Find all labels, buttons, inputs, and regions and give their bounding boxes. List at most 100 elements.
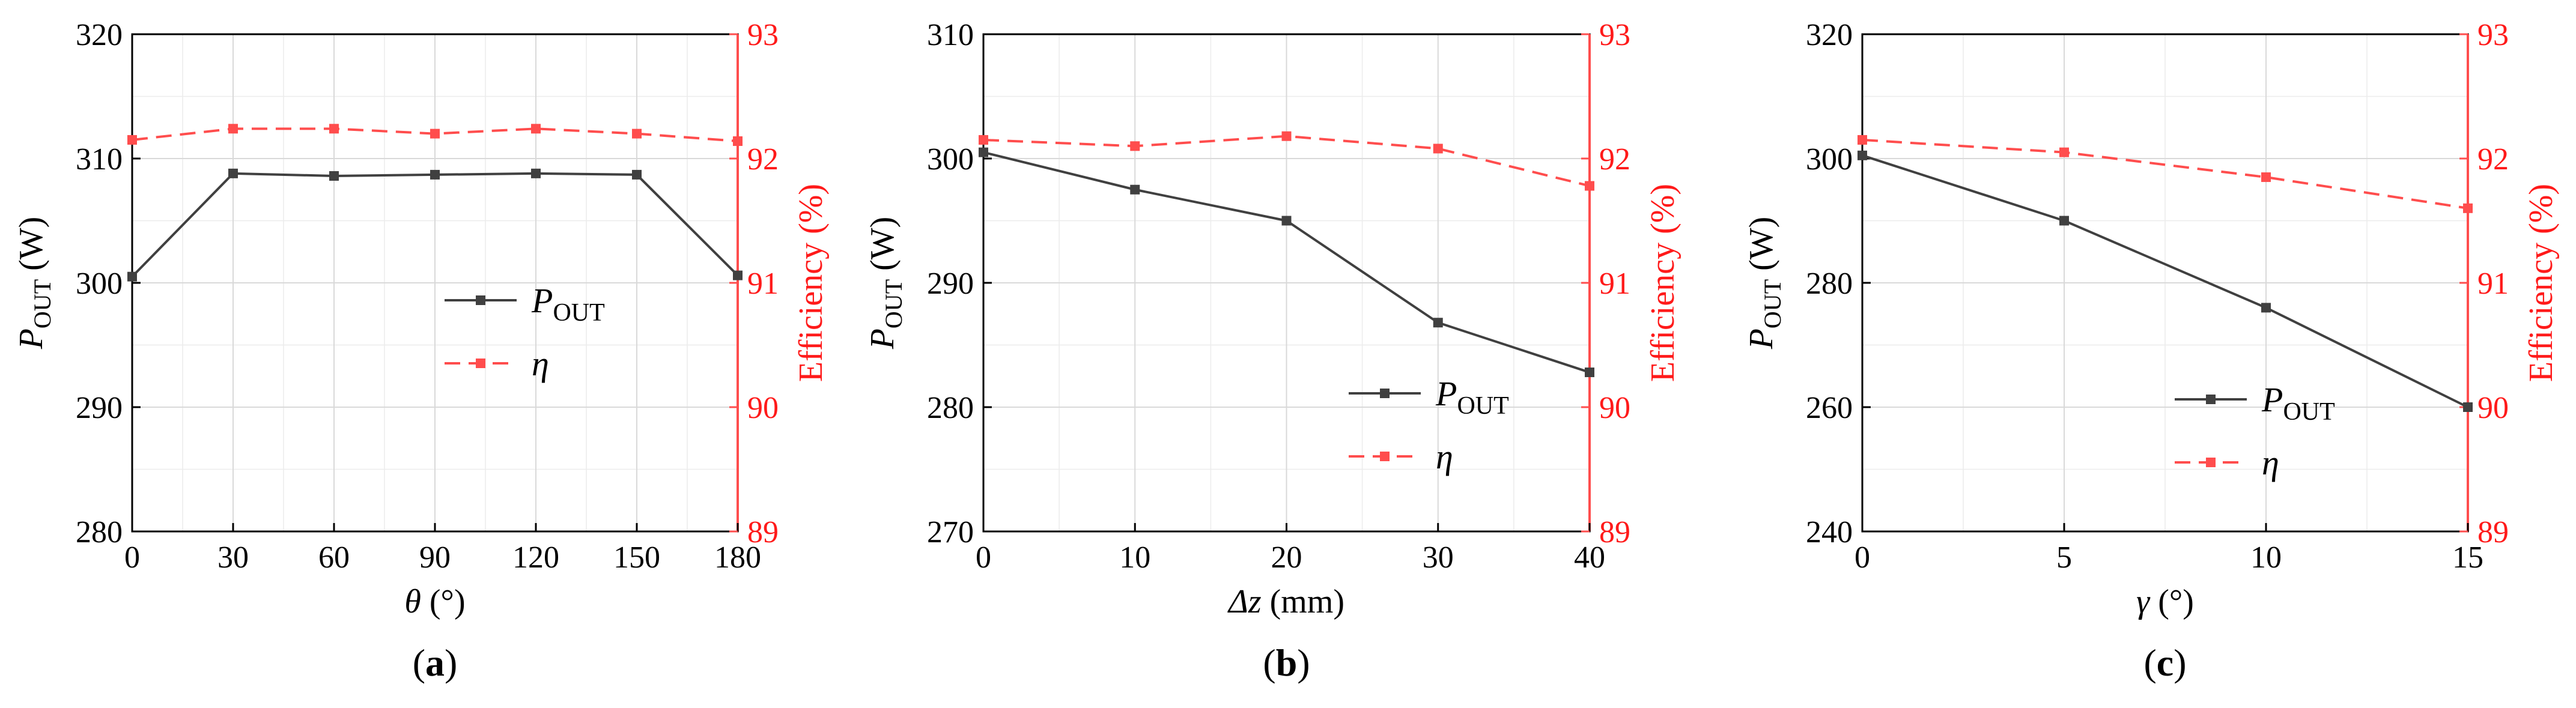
data-point	[430, 169, 440, 180]
y-left-tick-label: 270	[927, 515, 974, 549]
y-right-tick-label: 90	[747, 391, 779, 425]
x-tick-label: 30	[217, 540, 249, 575]
x-tick-label: 20	[1271, 540, 1302, 575]
x-axis-title: θ (°)	[404, 583, 465, 620]
y-right-axis-title: Efficiency (%)	[2523, 184, 2560, 382]
data-point	[329, 171, 339, 181]
legend-label: η	[2262, 443, 2279, 482]
data-point	[1433, 318, 1443, 328]
x-tick-label: 150	[613, 540, 660, 575]
data-point	[1585, 181, 1594, 191]
y-left-tick-label: 240	[1806, 515, 1853, 549]
x-tick-label: 0	[976, 540, 991, 575]
y-right-axis-title: Efficiency (%)	[1644, 184, 1681, 382]
legend-label: POUT	[531, 281, 605, 327]
x-tick-label: 120	[512, 540, 559, 575]
grid	[983, 34, 1590, 531]
x-axis-title: Δz (mm)	[1227, 583, 1344, 620]
data-point	[1130, 141, 1140, 151]
data-point	[430, 129, 440, 139]
y-left-axis-title: POUT (W)	[864, 217, 907, 350]
grid	[1862, 34, 2468, 531]
y-left-axis-title: POUT (W)	[1743, 217, 1786, 350]
data-point	[733, 136, 743, 147]
y-right-tick-label: 91	[1599, 267, 1630, 301]
y-right-axis-title: Efficiency (%)	[792, 184, 830, 382]
y-right-tick-label: 90	[1599, 391, 1630, 425]
x-tick-label: 40	[1574, 540, 1605, 575]
data-point	[2463, 203, 2473, 213]
legend: POUT η	[445, 281, 605, 383]
x-tick-label: 0	[1855, 540, 1870, 575]
chart-panel-2: 0 10 20 30 40 270 280 290 300 310 89 90 91 92 93 Δz (mm…	[864, 18, 1681, 684]
x-axis-title: γ (°)	[2136, 583, 2194, 620]
legend: POUT η	[1349, 374, 1509, 476]
data-point	[531, 168, 541, 178]
y-left-tick-label: 300	[1806, 142, 1853, 177]
x-tick-label: 90	[419, 540, 451, 575]
y-right-tick-label: 92	[747, 142, 779, 177]
grid	[132, 34, 738, 531]
x-tick-label: 15	[2452, 540, 2483, 575]
y-left-tick-label: 260	[1806, 391, 1853, 425]
y-left-tick-label: 310	[927, 18, 974, 52]
legend-label: η	[532, 344, 549, 383]
y-left-tick-label: 290	[76, 391, 123, 425]
legend-marker	[1380, 452, 1390, 461]
data-point	[2261, 172, 2271, 183]
legend-marker	[476, 359, 485, 368]
data-point	[979, 135, 988, 145]
data-point	[1281, 131, 1292, 141]
data-point	[632, 129, 642, 139]
x-tick-label: 0	[124, 540, 140, 575]
y-left-axis-title: POUT (W)	[13, 217, 56, 350]
y-left-tick-label: 280	[1806, 267, 1853, 301]
data-point	[2463, 402, 2473, 412]
y-left-tick-label: 310	[76, 142, 123, 177]
data-point	[531, 124, 541, 134]
data-point	[2261, 303, 2271, 313]
panel-label: (c)	[2143, 641, 2186, 684]
data-point	[1130, 184, 1140, 195]
legend-marker	[1380, 389, 1390, 398]
data-point	[1585, 368, 1594, 378]
panel-label: (b)	[1263, 641, 1310, 684]
x-tick-label: 10	[2250, 540, 2282, 575]
data-point	[1433, 144, 1443, 154]
legend-marker	[476, 295, 485, 305]
y-right-tick-label: 92	[2477, 142, 2509, 177]
data-point	[1281, 216, 1292, 226]
x-tick-label: 60	[318, 540, 350, 575]
y-right-tick-label: 93	[1599, 18, 1630, 52]
panel-label: (a)	[413, 641, 458, 684]
y-right-tick-label: 91	[747, 267, 779, 301]
data-point	[329, 124, 339, 134]
data-point	[632, 169, 642, 180]
y-left-tick-label: 300	[927, 142, 974, 177]
data-point	[2059, 216, 2069, 226]
legend-label: POUT	[1435, 374, 1509, 420]
legend-label: η	[1436, 437, 1453, 476]
x-tick-label: 180	[714, 540, 761, 575]
y-left-tick-label: 320	[76, 18, 123, 52]
y-right-tick-label: 93	[747, 18, 779, 52]
data-point	[979, 147, 988, 157]
x-tick-label: 5	[2056, 540, 2072, 575]
y-left-tick-label: 290	[927, 267, 974, 301]
series-line-efficiency	[1862, 138, 2468, 210]
x-tick-label: 10	[1119, 540, 1150, 575]
y-left-tick-label: 280	[927, 391, 974, 425]
data-point	[1858, 150, 1867, 160]
data-point	[733, 270, 743, 280]
y-right-tick-label: 90	[2477, 391, 2509, 425]
legend: POUT η	[2175, 380, 2335, 482]
y-right-tick-label: 89	[747, 515, 779, 549]
data-point	[1858, 135, 1867, 145]
chart-panel-3: 0 5 10 15 240 260 280 300 320 89 90 91 92 93 γ (°) POUT…	[1743, 18, 2560, 684]
legend-marker	[2206, 395, 2216, 404]
data-point	[2059, 147, 2069, 157]
y-right-tick-label: 92	[1599, 142, 1630, 177]
legend-marker	[2206, 458, 2216, 467]
x-tick-label: 30	[1423, 540, 1454, 575]
